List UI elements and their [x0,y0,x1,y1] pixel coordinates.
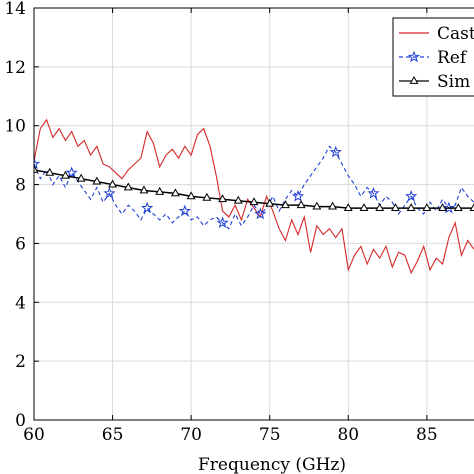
data-point-triangle [76,173,86,182]
y-tick-label: 8 [15,176,26,196]
plot-frame [33,7,474,421]
data-point-star [34,157,41,170]
series-line-ref [34,145,474,230]
x-tick-label: 80 [337,425,359,445]
data-point-triangle [438,203,448,212]
data-point-triangle [280,200,290,209]
y-tick-label: 6 [15,234,26,254]
data-point-star [367,186,380,199]
legend-label-cast: Cast [437,24,474,44]
data-point-triangle [343,203,353,212]
data-point-triangle [422,203,432,212]
data-point-triangle [34,164,39,173]
data-point-star [442,201,455,214]
data-point-triangle [202,192,212,201]
data-point-star [178,204,191,217]
data-point-triangle [312,201,322,210]
series-ref [34,145,474,230]
data-point-triangle [375,203,385,212]
y-tick-label: 12 [4,58,26,78]
data-point-triangle [218,194,228,203]
x-tick-label: 65 [102,425,124,445]
data-point-triangle [60,170,70,179]
y-tick-label: 2 [15,352,26,372]
ticks: 60 65 70 75 80 85 0 2 4 6 8 10 12 14 [4,0,437,445]
data-point-triangle [359,203,369,212]
data-point-triangle [186,191,196,200]
x-axis-label: Frequency (GHz) [198,455,346,474]
x-tick-label: 75 [259,425,281,445]
data-point-triangle [233,195,243,204]
legend-label-ref: Ref [437,48,468,68]
data-point-star [254,207,267,220]
data-point-triangle [139,185,149,194]
data-point-triangle [469,203,474,212]
data-point-triangle [108,179,118,188]
data-point-triangle [453,203,463,212]
data-point-star [141,201,154,214]
data-point-star [329,145,342,158]
series-line-cast [34,118,474,275]
y-tick-label: 10 [4,117,26,137]
legend-label-sim: Sim [437,72,470,92]
data-point-triangle [123,182,133,191]
series-cast [34,118,474,275]
data-point-triangle [45,167,55,176]
data-point-star [291,189,305,202]
legend-star-icon [407,50,421,63]
data-point-triangle [406,203,416,212]
data-point-star [405,189,418,202]
x-tick-label: 70 [180,425,202,445]
legend: Cast Ref Sim [392,17,474,97]
data-point-triangle [265,198,275,207]
data-point-triangle [249,197,259,206]
data-point-triangle [328,201,338,210]
data-point-star [103,186,116,199]
data-point-star [65,166,78,179]
data-point-triangle [92,176,102,185]
series-sim [34,164,474,212]
series-layer [34,118,474,275]
data-point-triangle [296,200,306,209]
data-point-triangle [170,188,180,197]
y-tick-label: 0 [15,411,26,431]
x-tick-label: 60 [23,425,45,445]
data-point-star [216,216,229,229]
x-tick-label: 85 [416,425,438,445]
data-point-triangle [155,186,165,195]
data-point-triangle [390,203,400,212]
legend-triangle-icon [409,75,419,84]
y-tick-label: 4 [15,293,26,313]
y-tick-label: 14 [4,0,26,19]
